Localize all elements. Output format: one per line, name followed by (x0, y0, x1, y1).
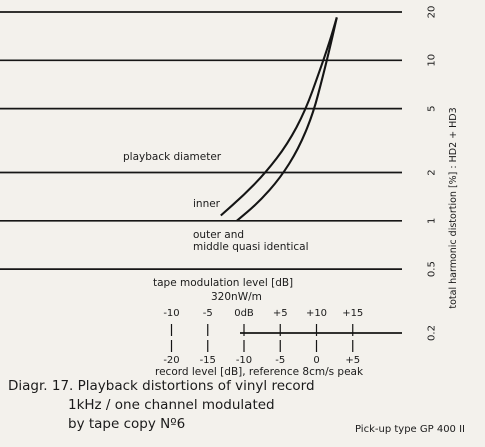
x-primary-tick-label: -10 (163, 308, 179, 319)
x-secondary-tick-label: -5 (275, 355, 285, 366)
x-secondary-tick-label: -10 (236, 355, 252, 366)
x-axis-secondary-label: record level [dB], reference 8cm/s peak (155, 366, 364, 378)
y-tick-label: 2 (427, 169, 438, 175)
y-tick-label: 10 (427, 54, 438, 67)
x-axis-primary-label: tape modulation level [dB] (153, 277, 293, 289)
x-primary-tick-label: 0dB (234, 308, 254, 319)
curve-inner (220, 17, 338, 217)
annotation-outer-1: outer and (193, 229, 244, 241)
x-axes: -10 -5 0dB +5 +10 +15 -20 -15 -10 -5 0 +5 (163, 308, 363, 366)
x-axis-primary-sublabel: 320nW/m (211, 291, 262, 303)
x-secondary-tick-label: 0 (313, 355, 319, 366)
x-secondary-tick-label: +5 (345, 355, 360, 366)
x-secondary-tick-label: -15 (200, 355, 216, 366)
gridlines (0, 11, 402, 334)
annotation-playback-diameter: playback diameter (123, 151, 222, 163)
y-tick-label: 1 (427, 218, 438, 224)
x-primary-tick-label: +15 (342, 308, 363, 319)
x-primary-tick-label: -5 (203, 308, 213, 319)
y-axis-label: total harmonic distortion [%] : HD2 + HD… (448, 107, 459, 308)
curves (220, 17, 338, 222)
annotation-inner: inner (193, 198, 221, 210)
y-tick-label: 20 (427, 6, 438, 19)
curve-outer (236, 17, 338, 222)
y-tick-label: 0.5 (427, 261, 438, 277)
x-primary-tick-label: +5 (273, 308, 288, 319)
x-primary-tick-label: +10 (306, 308, 327, 319)
y-tick-labels: 0.2 0.5 1 2 5 10 20 (427, 6, 438, 341)
y-tick-label: 0.2 (427, 325, 438, 341)
annotation-outer-2: middle quasi identical (193, 241, 309, 253)
x-secondary-tick-label: -20 (163, 355, 179, 366)
y-tick-label: 5 (427, 105, 438, 111)
